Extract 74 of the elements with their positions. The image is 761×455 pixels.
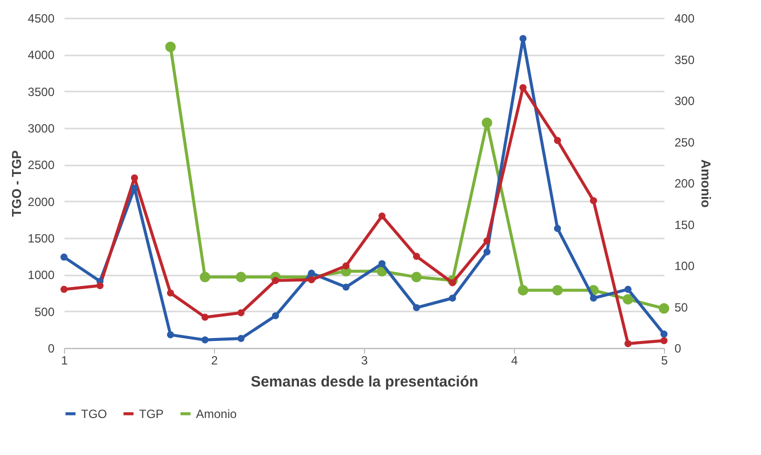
point [166, 289, 174, 297]
point [448, 294, 456, 302]
point [482, 118, 492, 128]
y2-tick-label: 50 [674, 300, 688, 314]
y-tick-label: 500 [34, 304, 55, 319]
point [378, 260, 386, 268]
x-tick-label: 2 [211, 354, 218, 368]
y2-tick-label: 100 [674, 259, 695, 273]
x-tick-label: 5 [661, 354, 668, 368]
point [412, 304, 420, 312]
y2-tick-label: 400 [674, 12, 695, 26]
point [483, 248, 491, 256]
y-tick-label: 2500 [28, 158, 55, 172]
point [519, 84, 527, 92]
y-tick-label: 0 [48, 342, 55, 356]
point [201, 336, 209, 344]
point [554, 224, 562, 232]
point [201, 314, 209, 321]
point [130, 174, 138, 182]
point [165, 42, 176, 52]
x-axis-title: Semanas desde la presentación [250, 374, 478, 390]
x-tick-label: 3 [361, 354, 368, 368]
point [483, 237, 491, 244]
point [308, 270, 316, 277]
y2-tick-label: 300 [674, 94, 695, 108]
point [60, 286, 68, 293]
y-tick-label: 1000 [28, 268, 55, 282]
point [624, 286, 632, 293]
point [378, 212, 386, 220]
y-tick-label: 4000 [28, 48, 55, 62]
point [448, 279, 456, 286]
y2-tick-label: 150 [674, 218, 695, 232]
y2-axis-title: Amonio [698, 159, 714, 208]
point [236, 272, 246, 282]
y2-tick-label: 0 [674, 342, 682, 356]
y-tick-label: 2000 [28, 194, 55, 209]
point [658, 303, 670, 314]
point [624, 340, 632, 348]
point [166, 331, 174, 338]
y-axis-title: TGO - TGP [8, 150, 24, 217]
point [590, 294, 598, 302]
point [412, 252, 420, 260]
point [130, 184, 138, 192]
x-tick-label: 1 [61, 354, 68, 368]
y-tick-label: 4500 [28, 12, 55, 26]
point [308, 276, 316, 284]
point [237, 309, 245, 316]
point [590, 197, 598, 204]
point [660, 337, 668, 344]
point [237, 334, 245, 342]
point [622, 294, 634, 305]
y2-tick-label: 350 [674, 52, 695, 67]
y-tick-label: 3000 [28, 122, 55, 136]
legend-label: TGO [81, 406, 107, 421]
point [552, 285, 563, 296]
y2-tick-label: 250 [674, 135, 695, 150]
point [272, 277, 280, 284]
point [272, 312, 280, 320]
point [342, 284, 350, 291]
y-tick-label: 1500 [28, 232, 55, 246]
point [342, 262, 350, 270]
point [96, 282, 104, 290]
point [411, 272, 422, 282]
point [660, 330, 668, 338]
point [200, 272, 210, 282]
point [519, 35, 527, 42]
point [554, 136, 562, 144]
point [60, 254, 68, 261]
y-tick-label: 3500 [28, 84, 55, 99]
x-tick-label: 4 [511, 354, 518, 368]
point [518, 285, 528, 296]
legend-label: Amonio [196, 406, 238, 421]
legend-label: TGP [139, 406, 164, 421]
y2-tick-label: 200 [674, 176, 695, 190]
